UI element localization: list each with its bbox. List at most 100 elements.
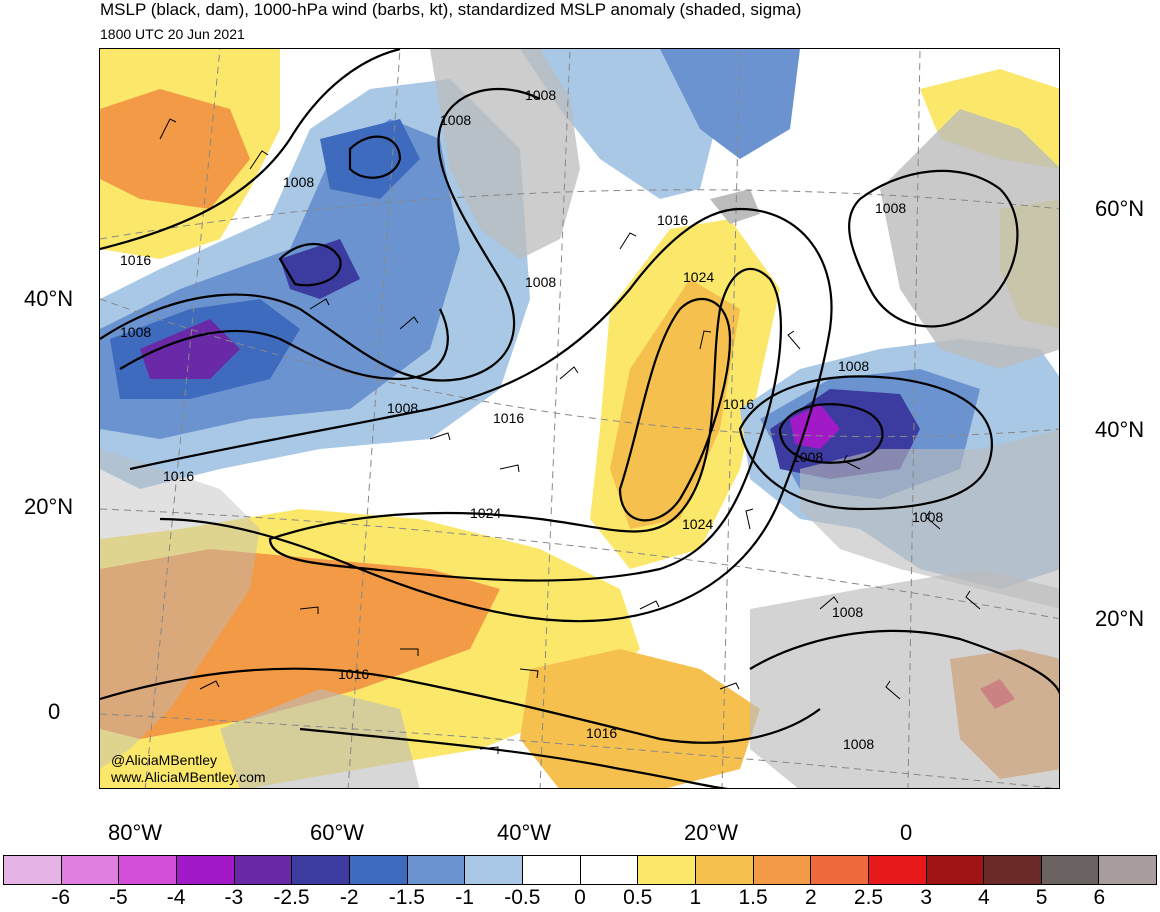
- lat-label-right: 60°N: [1095, 196, 1145, 221]
- isobar-label: 1008: [120, 324, 151, 340]
- isobar-label-layer: 1008 1008 1008 1016 1008 1008 1016 1016 …: [120, 87, 943, 752]
- lon-label: 20°W: [684, 820, 739, 845]
- isobars: [100, 49, 1059, 788]
- meridian-60w: [347, 49, 401, 788]
- map-panel: 1008 1008 1008 1016 1008 1008 1016 1016 …: [99, 48, 1060, 789]
- wind-barb: [787, 330, 801, 350]
- shade-negative-greenland: [520, 49, 720, 199]
- isobar-label: 1016: [586, 725, 617, 741]
- colorbar-swatch: [926, 856, 985, 884]
- lat-label-left: 20°N: [24, 494, 74, 519]
- wind-barb: [309, 298, 330, 310]
- colorbar-tick-label: 0: [574, 886, 586, 909]
- parallel-40n: [100, 298, 1059, 438]
- credit-website: www.AliciaMBentley.com: [111, 769, 266, 785]
- colorbar-tick-label: 2: [804, 886, 817, 909]
- isobar-africa-1008: [749, 629, 1059, 695]
- wind-barb: [719, 682, 740, 690]
- shade-negative-greenland-core: [660, 49, 800, 159]
- isobar-label: 1008: [283, 174, 314, 190]
- land-africa: [750, 569, 1059, 788]
- wind-barb: [745, 508, 754, 530]
- isobar-label: 1008: [525, 274, 556, 290]
- isobar-tropics-1016b: [299, 727, 729, 788]
- colorbar-swatch: [695, 856, 754, 884]
- wind-barb: [479, 746, 499, 754]
- colorbar-swatch: [407, 856, 466, 884]
- shade-negative-canada-inner: [140, 319, 240, 379]
- isobar-label: 1016: [338, 666, 369, 682]
- isobar-label: 1016: [723, 396, 754, 412]
- colorbar-swatch: [465, 856, 523, 884]
- isobar-1024-inner: [618, 298, 732, 522]
- isobar-tropics-1016: [100, 667, 821, 744]
- wind-barb: [159, 118, 177, 140]
- isobar-label: 1024: [470, 505, 501, 521]
- wind-barb: [885, 680, 901, 700]
- colorbar-tick-label: 5: [1035, 886, 1048, 909]
- colorbar-tick-label: -1: [455, 886, 474, 909]
- wind-barb: [400, 648, 419, 656]
- isobar-europe-low-inner: [778, 403, 884, 464]
- isobar-1024-outer: [268, 268, 782, 582]
- wind-barb: [559, 366, 579, 380]
- isobar-label: 1016: [163, 468, 194, 484]
- isobar-label: 1016: [493, 410, 524, 426]
- colorbar-tick-label: -2: [339, 886, 359, 909]
- colorbar-swatch: [522, 856, 581, 884]
- lat-label-left: 40°N: [24, 286, 74, 311]
- lat-label-right: 40°N: [1095, 417, 1145, 442]
- isobar-canada-1008: [100, 87, 541, 382]
- land-scandinavia: [880, 109, 1059, 369]
- colorbar-tick-label: 1: [689, 886, 702, 909]
- shade-positive-tropics-west-core: [100, 549, 500, 739]
- colorbar-swatch: [580, 856, 639, 884]
- isobar-north-1016: [100, 49, 401, 251]
- wind-barb: [699, 330, 712, 350]
- colorbar-swatch: [349, 856, 408, 884]
- land-iceland: [710, 189, 760, 224]
- colorbar-swatch: [234, 856, 293, 884]
- shade-negative-labrador: [320, 119, 420, 199]
- colorbar-tick-label: 0.5: [623, 886, 653, 909]
- wind-barb: [619, 232, 637, 250]
- isobar-label: 1016: [120, 252, 151, 268]
- colorbar-swatch: [1099, 856, 1157, 884]
- colorbar: [3, 855, 1157, 885]
- isobar-label: 1008: [832, 604, 863, 620]
- wind-barb: [819, 596, 839, 610]
- shade-positive-tropics-central: [520, 649, 760, 788]
- colorbar-tick-label: -2.5: [273, 886, 310, 909]
- colorbar-swatch: [984, 856, 1042, 884]
- colorbar-tick-label: -3: [224, 886, 244, 909]
- isobar-label: 1024: [683, 269, 714, 285]
- lon-label: 60°W: [310, 820, 365, 845]
- parallel-60n: [100, 189, 1059, 240]
- colorbar-tick-label: -0.5: [504, 886, 541, 909]
- colorbar-tick-label: -1.5: [388, 886, 425, 909]
- colorbar-tick-label: 3: [920, 886, 933, 909]
- lat-label-left: 0: [48, 699, 61, 724]
- lon-label: 40°W: [497, 820, 552, 845]
- lon-label: 0: [900, 820, 913, 845]
- colorbar-tick-label: -5: [109, 886, 128, 909]
- wind-barb: [499, 464, 520, 473]
- isobar-label: 1008: [792, 449, 823, 465]
- wind-barb: [965, 590, 981, 610]
- isobar-label: 1008: [875, 200, 906, 216]
- meridian-20w: [721, 49, 741, 788]
- wind-barb: [925, 510, 941, 530]
- land-areas: [100, 49, 1059, 788]
- land-greenland: [430, 49, 580, 259]
- colorbar-tick-label: 2.5: [853, 886, 884, 909]
- colorbar-swatch: [753, 856, 812, 884]
- map-canvas: 1008 1008 1008 1016 1008 1008 1016 1016 …: [100, 49, 1059, 788]
- wind-barbs: [159, 118, 981, 754]
- land-europe: [800, 429, 1059, 609]
- isobar-label: 1008: [440, 112, 471, 128]
- shade-positive-midatlantic-core: [610, 279, 740, 529]
- colorbar-swatch: [811, 856, 869, 884]
- isobar-label: 1024: [682, 516, 713, 532]
- wind-barb: [429, 432, 451, 441]
- meridian-40w: [539, 49, 571, 788]
